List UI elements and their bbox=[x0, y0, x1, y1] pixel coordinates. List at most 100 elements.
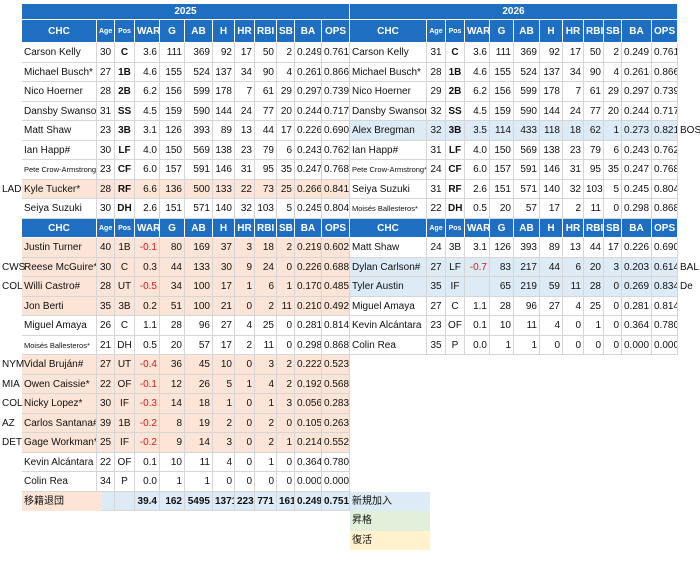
stat-cell: 0 bbox=[604, 335, 622, 355]
stat-cell: 17 bbox=[213, 335, 235, 355]
stat-cell: 0.266 bbox=[295, 179, 322, 199]
player-name: Vidal Bruján# bbox=[22, 355, 97, 375]
stat-cell: 571 bbox=[185, 199, 213, 219]
stat-cell: 34 bbox=[97, 472, 115, 492]
stat-cell: 223 bbox=[235, 491, 255, 511]
stat-cell: 118 bbox=[540, 121, 563, 141]
stat-cell: 30 bbox=[97, 140, 115, 160]
stat-cell: 0 bbox=[235, 355, 255, 375]
stat-cell: 1 bbox=[185, 472, 213, 492]
player-name: Dansby Swanson bbox=[350, 101, 427, 121]
stat-cell: RF bbox=[115, 179, 135, 199]
stat-cell: P bbox=[115, 472, 135, 492]
stat-cell: DH bbox=[115, 199, 135, 219]
stat-cell: 0.170 bbox=[295, 277, 322, 297]
stat-cell: 22 bbox=[427, 199, 446, 219]
column-header: H bbox=[213, 20, 235, 43]
column-header: G bbox=[160, 20, 185, 43]
legend-item: 復活 bbox=[350, 530, 430, 550]
stat-cell: 0.283 bbox=[322, 394, 350, 414]
column-header: CHC bbox=[22, 20, 97, 43]
stat-cell: 3B bbox=[446, 238, 465, 258]
stat-cell: 31 bbox=[235, 160, 255, 180]
stat-cell: LF bbox=[446, 140, 465, 160]
stat-cell: 39.4 bbox=[135, 491, 160, 511]
stat-cell: 24 bbox=[427, 238, 446, 258]
team-label: AZ bbox=[2, 417, 15, 429]
stat-cell: 155 bbox=[160, 62, 185, 82]
stat-cell: 21 bbox=[213, 296, 235, 316]
stat-cell: 8 bbox=[160, 413, 185, 433]
stat-cell: 2 bbox=[604, 43, 622, 63]
stat-cell: 3.5 bbox=[465, 121, 490, 141]
stat-cell: 0.5 bbox=[465, 199, 490, 219]
stat-cell: 217 bbox=[514, 257, 540, 277]
stat-cell: 0.768 bbox=[652, 160, 678, 180]
stat-cell: 0.761 bbox=[322, 43, 350, 63]
column-header: SB bbox=[277, 218, 295, 238]
player-name: Seiya Suzuki bbox=[350, 179, 427, 199]
stat-cell: 30 bbox=[97, 43, 115, 63]
stat-cell: DH bbox=[115, 335, 135, 355]
stat-cell: 31 bbox=[563, 160, 584, 180]
stat-cell: 92 bbox=[213, 43, 235, 63]
stat-cell: 0.210 bbox=[295, 296, 322, 316]
stat-cell: 0.298 bbox=[295, 335, 322, 355]
stat-cell: 0.000 bbox=[652, 335, 678, 355]
player-name: Carlos Santana# bbox=[22, 413, 97, 433]
player-name: Justin Turner bbox=[22, 238, 97, 258]
stat-cell: 1B bbox=[115, 238, 135, 258]
stat-cell: 19 bbox=[185, 413, 213, 433]
stat-cell: 146 bbox=[213, 160, 235, 180]
stat-cell: 45 bbox=[185, 355, 213, 375]
stat-cell: 2 bbox=[277, 43, 295, 63]
stat-cell: 22 bbox=[235, 179, 255, 199]
stat-cell: 0 bbox=[235, 433, 255, 453]
stat-cell: 0 bbox=[604, 316, 622, 336]
stat-cell: 0.245 bbox=[295, 199, 322, 219]
stat-cell: 3.1 bbox=[135, 121, 160, 141]
stat-cell: 524 bbox=[514, 62, 540, 82]
stat-cell: 0 bbox=[277, 413, 295, 433]
column-header: H bbox=[540, 218, 563, 238]
stat-cell: 28 bbox=[97, 277, 115, 297]
stat-cell: 95 bbox=[255, 160, 277, 180]
column-header: HR bbox=[235, 218, 255, 238]
stat-cell: 18 bbox=[185, 394, 213, 414]
stat-cell: 591 bbox=[514, 160, 540, 180]
stat-cell: 0.762 bbox=[652, 140, 678, 160]
stat-cell: 27 bbox=[540, 296, 563, 316]
stat-cell: 0.868 bbox=[652, 199, 678, 219]
stat-cell: 156 bbox=[490, 82, 514, 102]
stat-cell: 0.761 bbox=[652, 43, 678, 63]
column-header: RBI bbox=[255, 218, 277, 238]
player-name: Dansby Swanson bbox=[22, 101, 97, 121]
column-header: AB bbox=[185, 20, 213, 43]
stat-cell: 4 bbox=[563, 296, 584, 316]
stat-cell: 6.2 bbox=[465, 82, 490, 102]
stat-cell: 0.1 bbox=[135, 452, 160, 472]
stat-cell: 11 bbox=[584, 199, 604, 219]
stat-cell: 0.485 bbox=[322, 277, 350, 297]
stat-cell: 17 bbox=[213, 277, 235, 297]
player-name: Ian Happ# bbox=[22, 140, 97, 160]
stat-cell: 11 bbox=[514, 316, 540, 336]
stat-cell: 17 bbox=[277, 121, 295, 141]
stat-cell: 151 bbox=[160, 199, 185, 219]
stat-cell bbox=[465, 277, 490, 297]
stat-cell: 31 bbox=[427, 179, 446, 199]
stat-cell: 219 bbox=[514, 277, 540, 297]
stat-cell: 126 bbox=[160, 121, 185, 141]
column-header: WAR bbox=[135, 20, 160, 43]
column-header: RBI bbox=[255, 20, 277, 43]
stat-cell: 137 bbox=[213, 62, 235, 82]
stat-cell: 10 bbox=[490, 316, 514, 336]
stat-cell: 155 bbox=[490, 62, 514, 82]
stat-cell: 21 bbox=[97, 335, 115, 355]
stat-cell: 28 bbox=[427, 62, 446, 82]
stat-cell: 0 bbox=[563, 316, 584, 336]
player-name: Kevin Alcántara bbox=[22, 452, 97, 472]
stat-cell: 0 bbox=[277, 316, 295, 336]
stat-cell: 51 bbox=[160, 296, 185, 316]
